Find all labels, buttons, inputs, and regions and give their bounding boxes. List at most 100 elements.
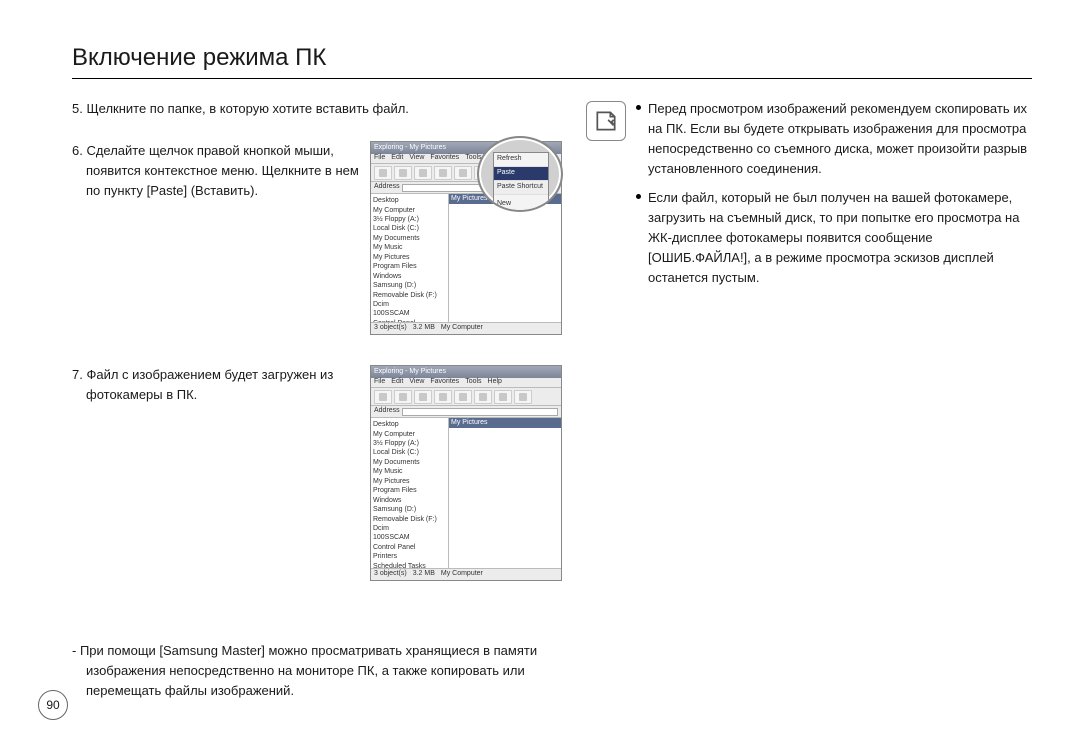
menu-fav: Favorites <box>430 377 459 388</box>
menu-edit: Edit <box>391 377 403 388</box>
menu-help: Help <box>488 377 502 388</box>
context-menu-item: Refresh <box>494 153 548 167</box>
tree-item: 100SSCAM <box>373 533 446 542</box>
footnote-text: - При помощи [Samsung Master] можно прос… <box>72 641 562 701</box>
address-label: Address <box>374 406 400 417</box>
step-7-line2: фотокамеры в ПК. <box>72 385 360 405</box>
toolbar-undo-icon <box>494 390 512 404</box>
notes-list: Перед просмотром изображений рекомендуем… <box>636 99 1032 296</box>
tree-item: Local Disk (C:) <box>373 448 446 457</box>
tree-item: Windows <box>373 272 446 281</box>
menu-file: File <box>374 377 385 388</box>
tree-item: Program Files <box>373 486 446 495</box>
tree-item: Scheduled Tasks <box>373 562 446 568</box>
context-menu-item: Paste Shortcut <box>494 181 548 195</box>
toolbar-up-icon <box>414 166 432 180</box>
step-7: 7. Файл с изображением будет загружен из… <box>72 365 562 581</box>
context-menu: Refresh Paste Paste Shortcut New <box>493 152 549 211</box>
magnifier-bubble: Refresh Paste Paste Shortcut New <box>477 136 563 212</box>
toolbar-copy-icon <box>454 166 472 180</box>
window-menubar: File Edit View Favorites Tools Help <box>371 378 561 388</box>
tree-item: Program Files <box>373 262 446 271</box>
tree-item: Dcim <box>373 300 446 309</box>
toolbar-cut-icon <box>434 390 452 404</box>
toolbar-copy-icon <box>454 390 472 404</box>
footnote-block: - При помощи [Samsung Master] можно прос… <box>72 641 562 701</box>
tree-item: Local Disk (C:) <box>373 224 446 233</box>
screenshot-step7-explorer: Exploring - My Pictures File Edit View F… <box>370 365 562 581</box>
tree-item: Desktop <box>373 420 446 429</box>
tree-item: My Computer <box>373 206 446 215</box>
tree-item: Control Panel <box>373 319 446 322</box>
step-5-text: 5. Щелкните по папке, в которую хотите в… <box>72 99 562 119</box>
window-title: Exploring - My Pictures <box>374 367 446 378</box>
screenshot-step6-explorer: Exploring - My Pictures File Edit View F… <box>370 141 562 335</box>
tree-item: Control Panel <box>373 543 446 552</box>
tree-item: 3½ Floppy (A:) <box>373 215 446 224</box>
menu-view: View <box>409 153 424 164</box>
toolbar-back-icon <box>374 390 392 404</box>
tree-item: My Pictures <box>373 477 446 486</box>
toolbar-paste-icon <box>474 390 492 404</box>
step-7-line1: 7. Файл с изображением будет загружен из <box>72 365 360 385</box>
tree-item: My Documents <box>373 234 446 243</box>
right-column: Перед просмотром изображений рекомендуем… <box>586 99 1032 702</box>
tree-item: 3½ Floppy (A:) <box>373 439 446 448</box>
tree-item: Windows <box>373 496 446 505</box>
menu-file: File <box>374 153 385 164</box>
tree-item: My Documents <box>373 458 446 467</box>
tree-item: Printers <box>373 552 446 561</box>
step-6-line2: появится контекстное меню. Щелкните в не… <box>72 161 360 181</box>
status-loc: My Computer <box>441 569 483 580</box>
folder-tree: Desktop My Computer 3½ Floppy (A:) Local… <box>371 194 449 322</box>
menu-edit: Edit <box>391 153 403 164</box>
two-column-layout: 5. Щелкните по папке, в которую хотите в… <box>72 99 1032 702</box>
pane-header: My Pictures <box>449 418 561 428</box>
page-number: 90 <box>38 690 68 720</box>
status-bar: 3 object(s) 3.2 MB My Computer <box>371 568 561 580</box>
menu-view: View <box>409 377 424 388</box>
step-6: 6. Сделайте щелчок правой кнопкой мыши, … <box>72 141 562 335</box>
tree-item: Samsung (D:) <box>373 281 446 290</box>
toolbar-delete-icon <box>514 390 532 404</box>
folder-tree: Desktop My Computer 3½ Floppy (A:) Local… <box>371 418 449 568</box>
address-box <box>402 408 558 416</box>
menu-fav: Favorites <box>430 153 459 164</box>
toolbar-up-icon <box>414 390 432 404</box>
status-objects: 3 object(s) <box>374 323 407 334</box>
status-size: 3.2 MB <box>413 323 435 334</box>
tree-item: Removable Disk (F:) <box>373 515 446 524</box>
tree-item: Samsung (D:) <box>373 505 446 514</box>
address-bar: Address <box>371 406 561 418</box>
step-6-line3: по пункту [Paste] (Вставить). <box>72 181 360 201</box>
tree-item: My Music <box>373 467 446 476</box>
context-menu-item: New <box>494 198 548 211</box>
note-bullet-2: Если файл, который не был получен на ваш… <box>636 188 1032 289</box>
toolbar-fwd-icon <box>394 166 412 180</box>
step-6-line1: 6. Сделайте щелчок правой кнопкой мыши, <box>72 141 360 161</box>
tree-item: My Pictures <box>373 253 446 262</box>
window-title: Exploring - My Pictures <box>374 143 446 154</box>
address-label: Address <box>374 182 400 193</box>
toolbar-fwd-icon <box>394 390 412 404</box>
toolbar-back-icon <box>374 166 392 180</box>
tree-item: Desktop <box>373 196 446 205</box>
context-menu-item-paste: Paste <box>494 167 548 181</box>
content-pane: My Pictures <box>449 418 561 568</box>
status-size: 3.2 MB <box>413 569 435 580</box>
content-pane: My Pictures <box>449 194 561 322</box>
status-objects: 3 object(s) <box>374 569 407 580</box>
note-icon <box>586 101 626 141</box>
tree-item: Dcim <box>373 524 446 533</box>
status-loc: My Computer <box>441 323 483 334</box>
tree-item: Removable Disk (F:) <box>373 291 446 300</box>
tree-item: My Computer <box>373 430 446 439</box>
left-column: 5. Щелкните по папке, в которую хотите в… <box>72 99 562 702</box>
menu-tools: Tools <box>465 377 481 388</box>
tree-item: 100SSCAM <box>373 309 446 318</box>
status-bar: 3 object(s) 3.2 MB My Computer <box>371 322 561 334</box>
note-bullet-1: Перед просмотром изображений рекомендуем… <box>636 99 1032 180</box>
tree-item: My Music <box>373 243 446 252</box>
step-5: 5. Щелкните по папке, в которую хотите в… <box>72 99 562 119</box>
page-title: Включение режима ПК <box>72 44 1032 79</box>
